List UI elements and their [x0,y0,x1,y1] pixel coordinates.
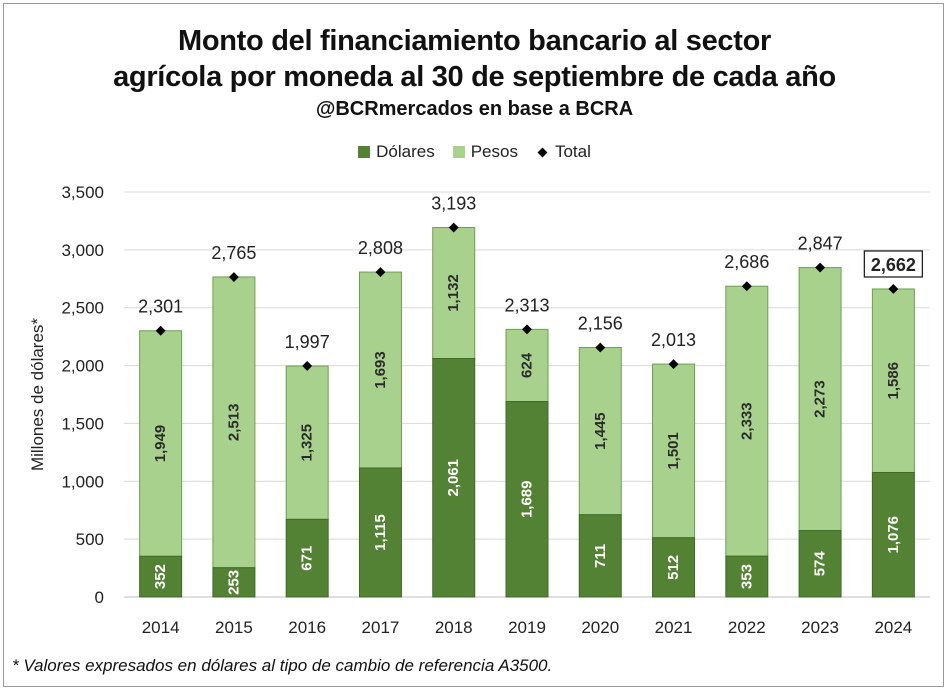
data-label-dolares-2016: 671 [299,546,316,571]
total-label-2024: 2,662 [871,255,916,275]
total-marker-2019 [522,324,532,335]
x-tick-label-2019: 2019 [508,618,546,637]
y-tick-label-2000: 2,000 [61,357,104,376]
total-marker-2015 [228,272,239,282]
data-label-dolares-2017: 1,115 [372,514,389,551]
legend-item-pesos: Pesos [452,142,518,162]
data-label-pesos-2014: 1,949 [152,425,169,463]
data-label-pesos-2022: 2,333 [738,402,755,440]
bar-pesos-2017 [358,271,402,469]
y-tick-label-0: 0 [95,588,104,607]
data-label-dolares-2021: 512 [665,555,682,580]
data-label-pesos-2016: 1,325 [299,424,316,462]
total-marker-2023 [815,262,826,273]
total-label-2020: 2,156 [578,314,623,334]
total-label-2023: 2,847 [798,234,843,254]
x-tick-label-2020: 2020 [581,618,619,637]
data-label-pesos-2019: 624 [519,352,536,378]
data-label-dolares-2020: 711 [592,544,609,568]
bar-pesos-2016 [285,365,329,520]
legend-item-total: Total [536,142,591,162]
bar-dolares-2019 [505,401,549,598]
bar-dolares-2015 [212,567,256,598]
bar-dolares-2024 [871,471,915,598]
data-label-dolares-2024: 1,076 [885,516,902,554]
data-label-dolares-2014: 352 [152,564,169,589]
total-label-2016: 1,997 [285,332,330,352]
x-tick-label-2018: 2018 [435,618,473,637]
chart-title-line-1: Monto del financiamiento bancario al sec… [178,25,771,57]
total-label-2022: 2,686 [724,252,769,272]
bar-dolares-2022 [725,555,769,598]
bar-pesos-2018 [432,227,476,360]
y-tick-label-2500: 2,500 [61,299,104,318]
total-marker-2016 [302,360,313,371]
bar-pesos-2014 [139,330,183,557]
y-axis-label: Millones de dólares* [28,318,47,471]
chart-title-line-2: agrícola por moneda al 30 de septiembre … [113,61,836,93]
total-marker-2022 [741,281,752,292]
total-label-2019: 2,313 [504,295,549,315]
data-label-pesos-2015: 2,513 [225,404,242,442]
total-marker-2021 [668,359,679,370]
x-tick-label-2015: 2015 [215,618,253,637]
chart-legend: Dólares Pesos Total [0,142,949,162]
legend-item-dolares: Dólares [358,142,435,162]
total-label-2018: 3,193 [431,194,476,214]
x-tick-label-2016: 2016 [288,618,326,637]
bar-dolares-2014 [139,555,183,598]
total-marker-2020 [595,342,606,353]
total-marker-2014 [155,325,166,336]
data-label-dolares-2022: 353 [738,564,755,589]
total-label-2014: 2,301 [138,297,183,317]
bar-pesos-2020 [578,347,622,516]
total-marker-2017 [375,267,386,278]
data-label-pesos-2021: 1,501 [665,432,682,470]
footnote: * Valores expresados en dólares al tipo … [12,656,553,675]
total-label-2017: 2,808 [358,238,403,258]
x-tick-label-2022: 2022 [728,618,766,637]
y-tick-label-1500: 1,500 [61,414,104,433]
bar-dolares-2021 [652,537,696,598]
legend-swatch-dolares [358,146,371,158]
y-tick-label-1000: 1,000 [61,472,104,491]
chart-plot: 0 500 1,000 1,500 2,000 2,500 3,000 3,500 Millon… [28,183,930,637]
data-label-pesos-2023: 2,273 [812,380,829,418]
legend-label-total: Total [554,142,591,161]
total-marker-2018 [448,222,459,233]
data-label-dolares-2023: 574 [812,551,829,577]
bar-pesos-2023 [798,267,842,532]
data-label-pesos-2017: 1,693 [372,351,389,389]
bar-pesos-2024 [871,288,915,473]
data-label-pesos-2018: 1,132 [445,274,462,312]
data-label-dolares-2018: 2,061 [445,459,462,497]
legend-swatch-pesos [452,146,465,158]
x-tick-label-2023: 2023 [801,618,839,637]
x-tick-label-2014: 2014 [142,618,180,637]
legend-label-dolares: Dólares [376,142,435,161]
total-marker-2024 [888,284,899,294]
bar-dolares-2023 [798,530,842,598]
data-label-dolares-2019: 1,689 [519,481,536,519]
total-label-box-2024 [863,250,924,278]
legend-label-pesos: Pesos [470,142,518,161]
y-tick-label-500: 500 [76,530,104,549]
data-label-pesos-2020: 1,445 [592,412,609,450]
x-tick-label-2024: 2024 [874,618,912,637]
data-label-pesos-2024: 1,586 [885,362,902,400]
bar-dolares-2020 [578,514,622,598]
y-tick-label-3000: 3,000 [61,241,104,260]
bar-dolares-2017 [358,467,402,598]
bar-pesos-2015 [212,276,256,569]
x-tick-label-2017: 2017 [362,618,400,637]
chart-subtitle: @BCRmercados en base a BCRA [315,98,634,120]
data-label-dolares-2015: 253 [225,570,242,595]
bar-dolares-2018 [432,358,476,598]
bar-dolares-2016 [285,518,329,598]
y-tick-label-3500: 3,500 [61,183,104,202]
total-label-2015: 2,765 [211,243,256,263]
x-tick-label-2021: 2021 [655,618,693,637]
total-label-2021: 2,013 [651,330,696,350]
